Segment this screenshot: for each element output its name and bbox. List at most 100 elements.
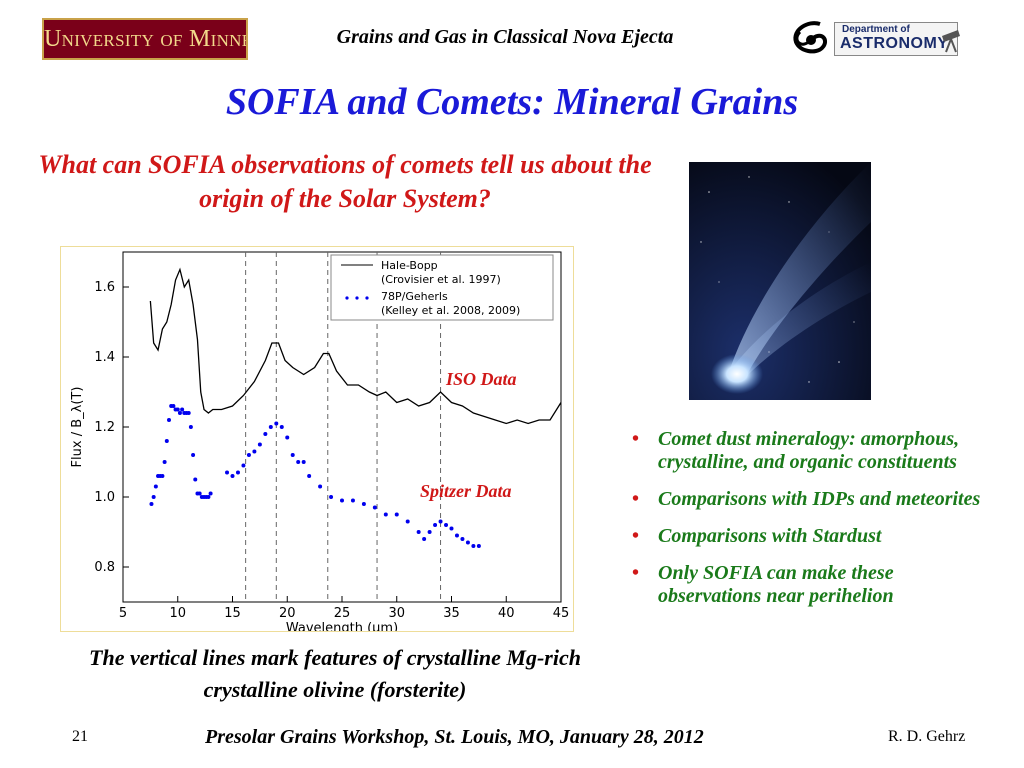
galaxy-icon bbox=[793, 21, 828, 54]
78p-data-point bbox=[197, 491, 202, 496]
legend-sublabel-hale-bopp: (Crovisier et al. 1997) bbox=[381, 273, 501, 286]
78p-data-point bbox=[191, 453, 196, 457]
78p-data-point bbox=[166, 418, 171, 422]
astronomy-logo-box bbox=[834, 22, 958, 56]
78p-data-point bbox=[186, 411, 191, 415]
y-tick-label: 1.2 bbox=[94, 420, 115, 435]
78p-data-point bbox=[246, 453, 251, 457]
78p-data-point bbox=[476, 544, 481, 548]
x-tick-label: 30 bbox=[388, 606, 405, 621]
spectrum-chart-svg: 5 10 15 20 25 30 35 40 45 0.8 1.0 1.2 1.4 1.6 Wavelen… bbox=[70, 251, 570, 631]
bullet-item: • Only SOFIA can make these observations … bbox=[630, 562, 1000, 608]
78p-data-point bbox=[405, 519, 410, 524]
78p-data-point bbox=[162, 460, 167, 464]
78p-data-point bbox=[301, 460, 306, 464]
x-tick-label: 15 bbox=[224, 606, 241, 621]
x-tick-label: 45 bbox=[553, 606, 570, 621]
x-tick-label: 5 bbox=[119, 606, 127, 621]
78p-data-point bbox=[160, 474, 165, 478]
78p-data-point bbox=[394, 512, 399, 517]
x-tick-label: 40 bbox=[498, 606, 515, 621]
78p-data-point bbox=[307, 474, 312, 478]
78p-data-point bbox=[285, 435, 290, 440]
78p-data-point bbox=[241, 463, 246, 468]
78p-data-point bbox=[422, 537, 427, 541]
legend-marker-78p bbox=[355, 296, 359, 300]
x-tick-label: 10 bbox=[169, 606, 186, 621]
bullet-text: Only SOFIA can make these observations n… bbox=[658, 562, 894, 607]
78p-data-point bbox=[449, 526, 454, 531]
78p-data-point bbox=[225, 470, 230, 475]
astronomy-logo-small-text: Department of bbox=[842, 24, 910, 35]
78p-data-point bbox=[416, 530, 421, 534]
78p-data-point bbox=[263, 432, 268, 436]
78p-data-point bbox=[460, 537, 465, 541]
y-tick-label: 1.0 bbox=[94, 490, 115, 505]
university-of-minnesota-logo: University of Minnesota bbox=[42, 18, 248, 60]
comet-image bbox=[689, 162, 871, 400]
78p-data-point bbox=[279, 425, 284, 429]
bullet-dot: • bbox=[632, 562, 640, 584]
78p-data-point bbox=[290, 453, 295, 457]
bullet-list: • Comet dust mineralogy: amorphous, cryst… bbox=[630, 428, 1000, 622]
78p-data-point bbox=[471, 544, 476, 548]
78p-data-point bbox=[296, 460, 301, 464]
page-number: 21 bbox=[72, 728, 88, 745]
78p-data-point bbox=[230, 474, 235, 478]
running-title: Grains and Gas in Classical Nova Ejecta bbox=[336, 26, 674, 48]
78p-data-point bbox=[206, 495, 211, 499]
hale-bopp-series-line bbox=[149, 267, 562, 425]
bullet-item: • Comet dust mineralogy: amorphous, cryst… bbox=[630, 428, 1000, 474]
legend-label-78p: 78P/Geherls bbox=[381, 290, 448, 303]
x-tick-label: 35 bbox=[443, 606, 460, 621]
y-tick-label: 1.4 bbox=[94, 350, 115, 365]
78p-data-point bbox=[252, 449, 257, 454]
footer-author: R. D. Gehrz bbox=[888, 728, 966, 745]
78p-data-point bbox=[149, 502, 154, 506]
x-axis-label: Wavelength (μm) bbox=[286, 621, 398, 631]
astronomy-logo-big-text: ASTRONOMY bbox=[840, 35, 949, 52]
chart-legend: Hale-Bopp (Crovisier et al. 1997) 78P/Ge… bbox=[330, 254, 554, 321]
y-tick-label: 1.6 bbox=[94, 280, 115, 295]
bullet-item: • Comparisons with IDPs and meteorites bbox=[630, 488, 1000, 511]
78p-data-point bbox=[454, 533, 459, 538]
78p-data-point bbox=[383, 512, 388, 517]
78p-data-point bbox=[188, 425, 193, 429]
slide-title: SOFIA and Comets: Mineral Grains bbox=[225, 81, 799, 123]
bullet-item: • Comparisons with Stardust bbox=[630, 525, 1000, 548]
legend-label-hale-bopp: Hale-Bopp bbox=[381, 259, 438, 272]
footer-event: Presolar Grains Workshop, St. Louis, MO,… bbox=[205, 726, 704, 748]
78p-data-point bbox=[444, 523, 449, 527]
chart-caption: The vertical lines mark features of crys… bbox=[89, 645, 581, 702]
78p-data-point bbox=[350, 498, 355, 503]
78p-data-point bbox=[361, 502, 366, 506]
78p-data-point bbox=[274, 421, 279, 426]
78p-data-point bbox=[257, 442, 262, 447]
78p-data-point bbox=[465, 540, 470, 545]
78p-data-point bbox=[208, 491, 213, 496]
annotation-spitzer-data: Spitzer Data bbox=[420, 481, 512, 501]
bullet-dot: • bbox=[632, 428, 640, 450]
78p-data-point bbox=[268, 425, 273, 429]
x-tick-label: 20 bbox=[279, 606, 296, 621]
78p-data-point bbox=[235, 470, 240, 475]
bullet-text: Comparisons with IDPs and meteorites bbox=[658, 488, 981, 510]
logo-left-text: University of Minnesota bbox=[44, 26, 246, 52]
telescope-icon bbox=[942, 30, 960, 53]
78p-data-point bbox=[427, 530, 432, 534]
78p-data-point bbox=[329, 495, 334, 499]
bullet-dot: • bbox=[632, 488, 640, 510]
astronomy-department-logo: Department of ASTRONOMY bbox=[786, 14, 976, 66]
bullet-text: Comet dust mineralogy: amorphous, crysta… bbox=[658, 428, 960, 473]
y-tick-label: 0.8 bbox=[94, 560, 115, 575]
78p-data-point bbox=[171, 404, 176, 408]
78p-data-point bbox=[164, 439, 169, 443]
bullet-text: Comparisons with Stardust bbox=[658, 525, 882, 547]
x-tick-label: 25 bbox=[334, 606, 351, 621]
78p-data-point bbox=[175, 407, 180, 412]
comet-photo-svg bbox=[689, 162, 871, 400]
78p-data-point bbox=[318, 484, 323, 489]
slide-question: What can SOFIA observations of comets te… bbox=[38, 150, 652, 213]
legend-sublabel-78p: (Kelley et al. 2008, 2009) bbox=[381, 304, 520, 317]
annotation-iso-data: ISO Data bbox=[446, 369, 517, 389]
